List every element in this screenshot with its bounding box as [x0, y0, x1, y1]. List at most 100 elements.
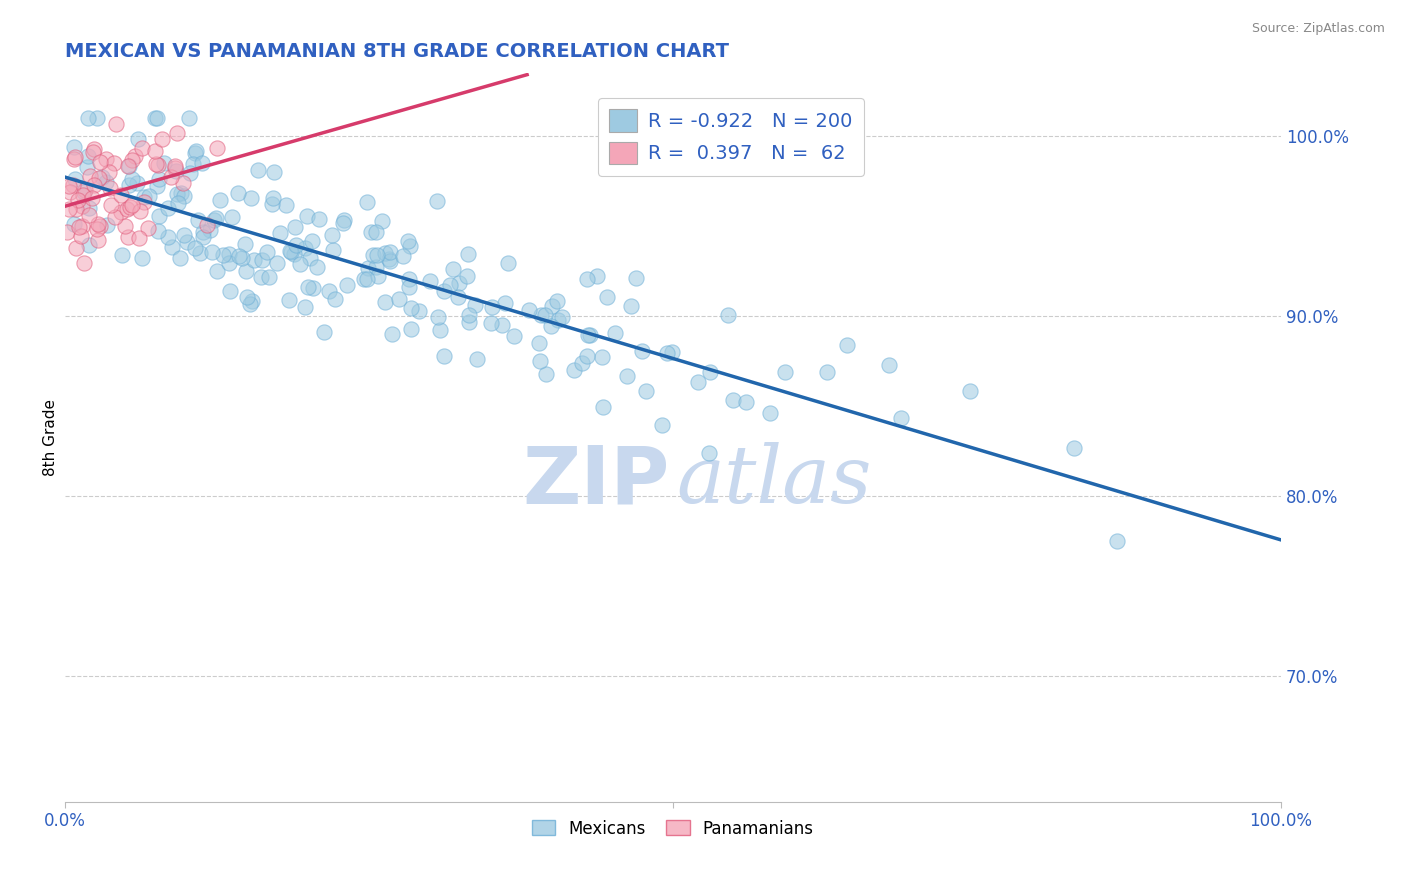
Point — [104, 210, 127, 224]
Point — [297, 280, 319, 294]
Point — [80, 191, 103, 205]
Point — [121, 198, 143, 212]
Point — [285, 238, 308, 252]
Point — [479, 316, 502, 330]
Point — [596, 290, 619, 304]
Point — [336, 278, 359, 293]
Point — [546, 293, 568, 308]
Point — [591, 350, 613, 364]
Point — [163, 159, 186, 173]
Point — [399, 239, 422, 253]
Point — [83, 142, 105, 156]
Point — [447, 276, 470, 290]
Point — [87, 233, 110, 247]
Point — [530, 308, 553, 322]
Point — [620, 299, 643, 313]
Point — [131, 141, 153, 155]
Point — [1105, 534, 1128, 549]
Point — [73, 256, 96, 270]
Point — [179, 166, 201, 180]
Point — [356, 271, 378, 285]
Point — [77, 149, 100, 163]
Point — [104, 117, 127, 131]
Point — [184, 145, 207, 160]
Point — [160, 169, 183, 184]
Point — [205, 141, 228, 155]
Point — [498, 256, 520, 270]
Point — [195, 218, 218, 232]
Point — [256, 244, 278, 259]
Point — [183, 157, 205, 171]
Point — [87, 171, 110, 186]
Point — [357, 260, 380, 275]
Point — [148, 209, 170, 223]
Point — [63, 153, 86, 167]
Point — [67, 194, 90, 208]
Point — [187, 212, 209, 227]
Point — [103, 155, 125, 169]
Point — [63, 140, 86, 154]
Point — [89, 219, 111, 233]
Point — [145, 156, 167, 170]
Point — [257, 269, 280, 284]
Point — [166, 186, 188, 201]
Text: Source: ZipAtlas.com: Source: ZipAtlas.com — [1251, 22, 1385, 36]
Point — [117, 229, 139, 244]
Point — [205, 211, 228, 225]
Point — [148, 172, 170, 186]
Point — [322, 243, 344, 257]
Point — [69, 229, 91, 244]
Point — [121, 171, 143, 186]
Point — [212, 248, 235, 262]
Point — [294, 241, 316, 255]
Point — [72, 188, 94, 202]
Point — [218, 255, 240, 269]
Point — [374, 245, 396, 260]
Point — [651, 417, 673, 432]
Point — [759, 407, 782, 421]
Point — [201, 244, 224, 259]
Point — [127, 132, 149, 146]
Point — [247, 162, 270, 177]
Point — [65, 202, 87, 216]
Point — [716, 308, 738, 322]
Point — [128, 203, 150, 218]
Point — [534, 309, 557, 323]
Point — [219, 284, 242, 298]
Point — [280, 244, 302, 259]
Point — [624, 271, 647, 285]
Point — [235, 264, 257, 278]
Point — [686, 375, 709, 389]
Point — [312, 326, 335, 340]
Point — [458, 315, 481, 329]
Point — [277, 293, 299, 307]
Point — [146, 224, 169, 238]
Point — [391, 249, 413, 263]
Point — [562, 363, 585, 377]
Point — [571, 356, 593, 370]
Point — [529, 354, 551, 368]
Point — [70, 199, 93, 213]
Point — [378, 252, 401, 266]
Point — [94, 175, 117, 189]
Point — [59, 185, 82, 199]
Point — [360, 225, 382, 239]
Point — [79, 238, 101, 252]
Point — [134, 194, 156, 209]
Point — [67, 219, 90, 234]
Point — [457, 247, 479, 261]
Point — [429, 323, 451, 337]
Point — [401, 322, 423, 336]
Point — [242, 252, 264, 267]
Point — [318, 284, 340, 298]
Point — [169, 251, 191, 265]
Point — [426, 194, 449, 208]
Point — [837, 337, 859, 351]
Point — [77, 208, 100, 222]
Point — [166, 126, 188, 140]
Point — [128, 231, 150, 245]
Point — [96, 152, 118, 166]
Point — [481, 300, 503, 314]
Point — [433, 284, 456, 298]
Point — [240, 293, 263, 308]
